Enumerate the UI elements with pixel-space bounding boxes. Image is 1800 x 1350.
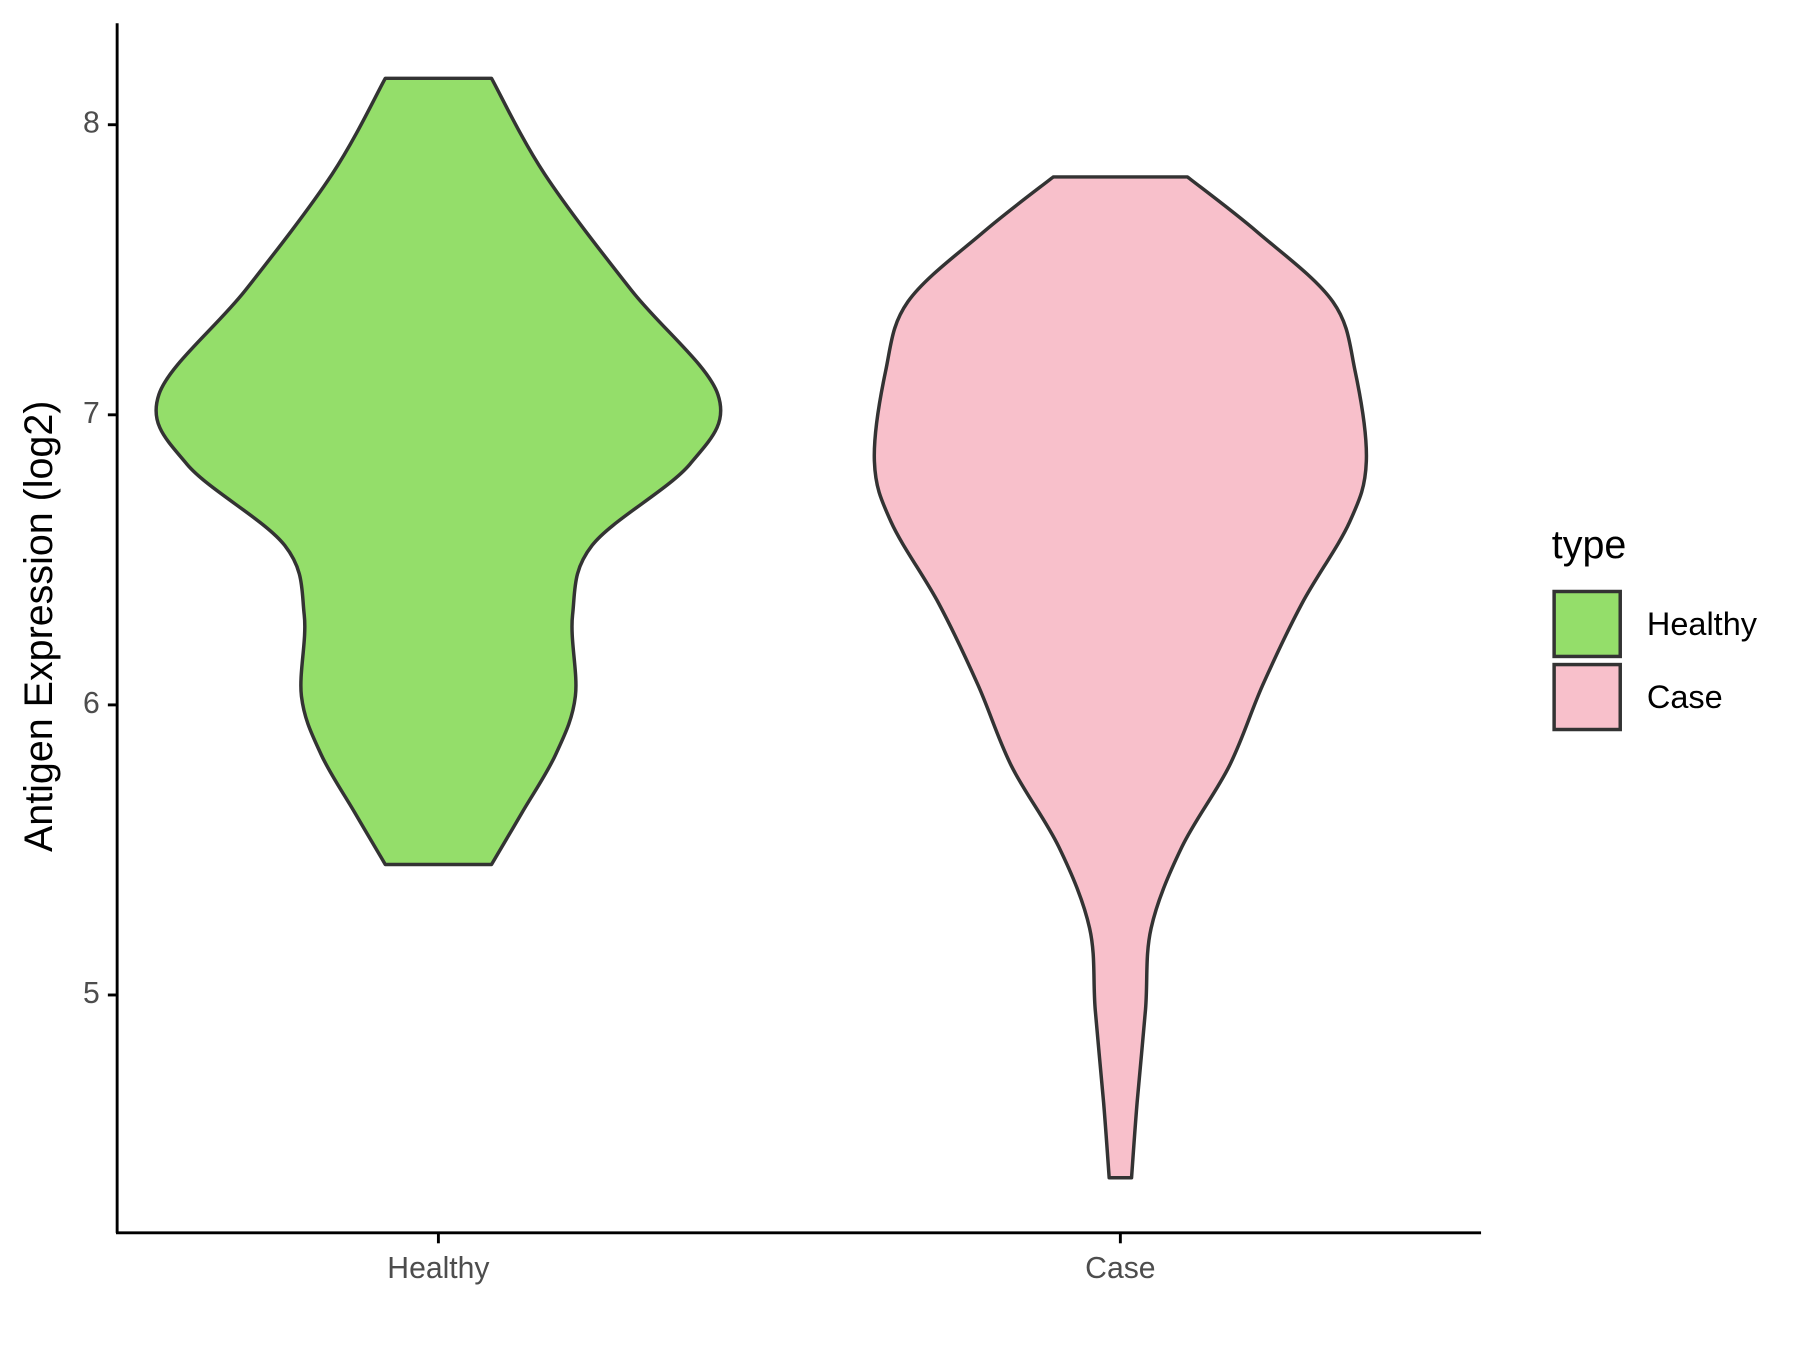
y-axis-title: Antigen Expression (log2) — [17, 401, 61, 852]
y-tick-label: 5 — [83, 977, 100, 1010]
legend-label: Case — [1647, 679, 1723, 715]
x-tick-label: Case — [1085, 1252, 1155, 1285]
legend-swatch — [1552, 662, 1622, 732]
y-tick-label: 7 — [83, 397, 100, 430]
legend-label: Healthy — [1647, 606, 1758, 642]
y-tick-label: 8 — [83, 107, 100, 140]
legend-swatch — [1552, 589, 1622, 659]
violin — [872, 175, 1369, 1180]
y-tick-label: 6 — [83, 687, 100, 720]
legend-title: type — [1552, 523, 1627, 567]
violin — [154, 76, 723, 867]
x-tick-label: Healthy — [387, 1252, 490, 1285]
